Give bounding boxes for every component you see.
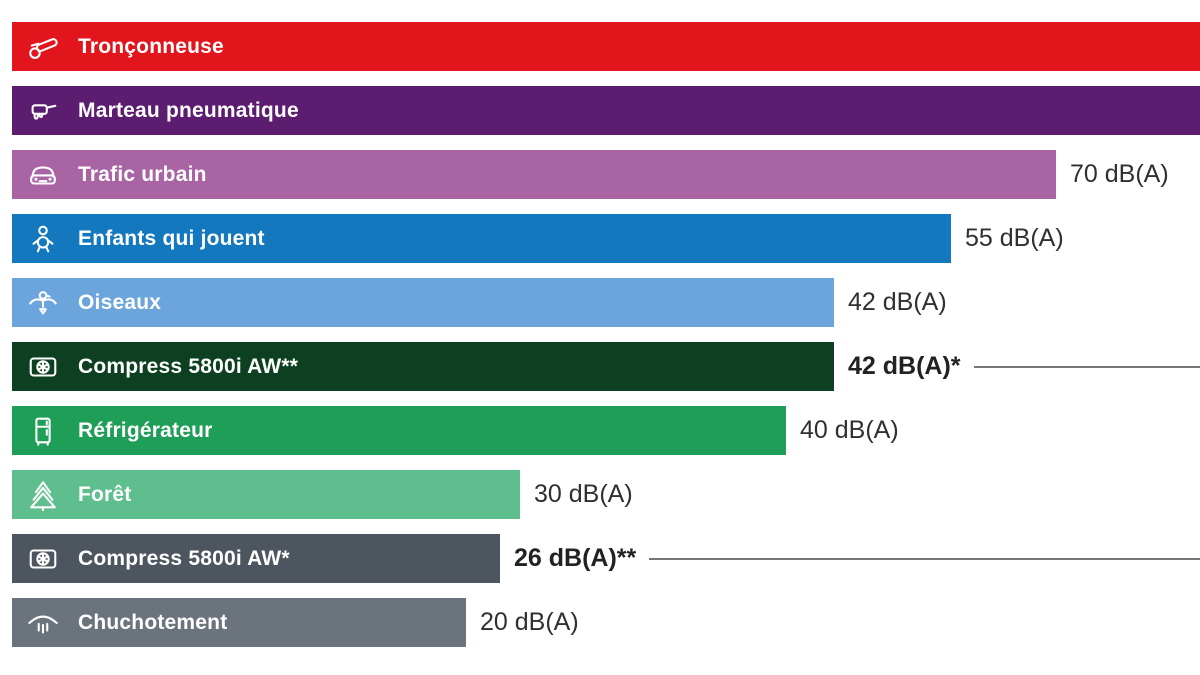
chart-row: Réfrigérateur 40 dB(A) [0,406,1200,455]
heat-pump-icon [25,349,61,385]
value-label: 70 dB(A) [1070,160,1169,188]
value-label: 30 dB(A) [534,480,633,508]
tree-icon [25,477,61,513]
bar-label: Oiseaux [78,290,162,314]
bar: Tronçonneuse [12,22,1200,71]
connector-line [973,365,1200,368]
bird-icon [25,285,61,321]
bar: Compress 5800i AW* [12,534,500,583]
bar: Forêt [12,470,520,519]
bar-label: Chuchotement [78,610,228,634]
bar-label: Tronçonneuse [78,34,224,58]
heat-pump-icon [25,541,61,577]
chainsaw-icon [25,29,61,65]
value-label: 42 dB(A) [848,288,947,316]
chart-row: Trafic urbain 70 dB(A) [0,150,1200,199]
bar: Oiseaux [12,278,834,327]
whisper-icon [25,605,61,641]
bar-label: Enfants qui jouent [78,226,265,250]
bar: Trafic urbain [12,150,1056,199]
chart-row: Compress 5800i AW* 26 dB(A)** [0,534,1200,583]
fridge-icon [25,413,61,449]
value-label: 42 dB(A)* [848,352,961,380]
connector-line [649,557,1200,560]
bar: Enfants qui jouent [12,214,951,263]
jackhammer-icon [25,93,61,129]
chart-row: Chuchotement 20 dB(A) [0,598,1200,647]
bar-label: Marteau pneumatique [78,98,299,122]
noise-level-bar-chart: Tronçonneuse Marteau pneumatique Trafic … [0,22,1200,662]
bar-label: Compress 5800i AW** [78,354,299,378]
bar: Compress 5800i AW** [12,342,834,391]
value-label: 40 dB(A) [800,416,899,444]
bar-label: Réfrigérateur [78,418,213,442]
chart-row: Oiseaux 42 dB(A) [0,278,1200,327]
bar-label: Forêt [78,482,132,506]
car-icon [25,157,61,193]
bar-label: Trafic urbain [78,162,207,186]
value-label: 26 dB(A)** [514,544,637,572]
child-icon [25,221,61,257]
chart-row: Compress 5800i AW** 42 dB(A)* [0,342,1200,391]
bar-label: Compress 5800i AW* [78,546,290,570]
value-label: 20 dB(A) [480,608,579,636]
bar: Chuchotement [12,598,466,647]
chart-row: Forêt 30 dB(A) [0,470,1200,519]
bar: Marteau pneumatique [12,86,1200,135]
value-label: 55 dB(A) [965,224,1064,252]
bar: Réfrigérateur [12,406,786,455]
chart-row: Enfants qui jouent 55 dB(A) [0,214,1200,263]
chart-row: Tronçonneuse [0,22,1200,71]
chart-row: Marteau pneumatique [0,86,1200,135]
